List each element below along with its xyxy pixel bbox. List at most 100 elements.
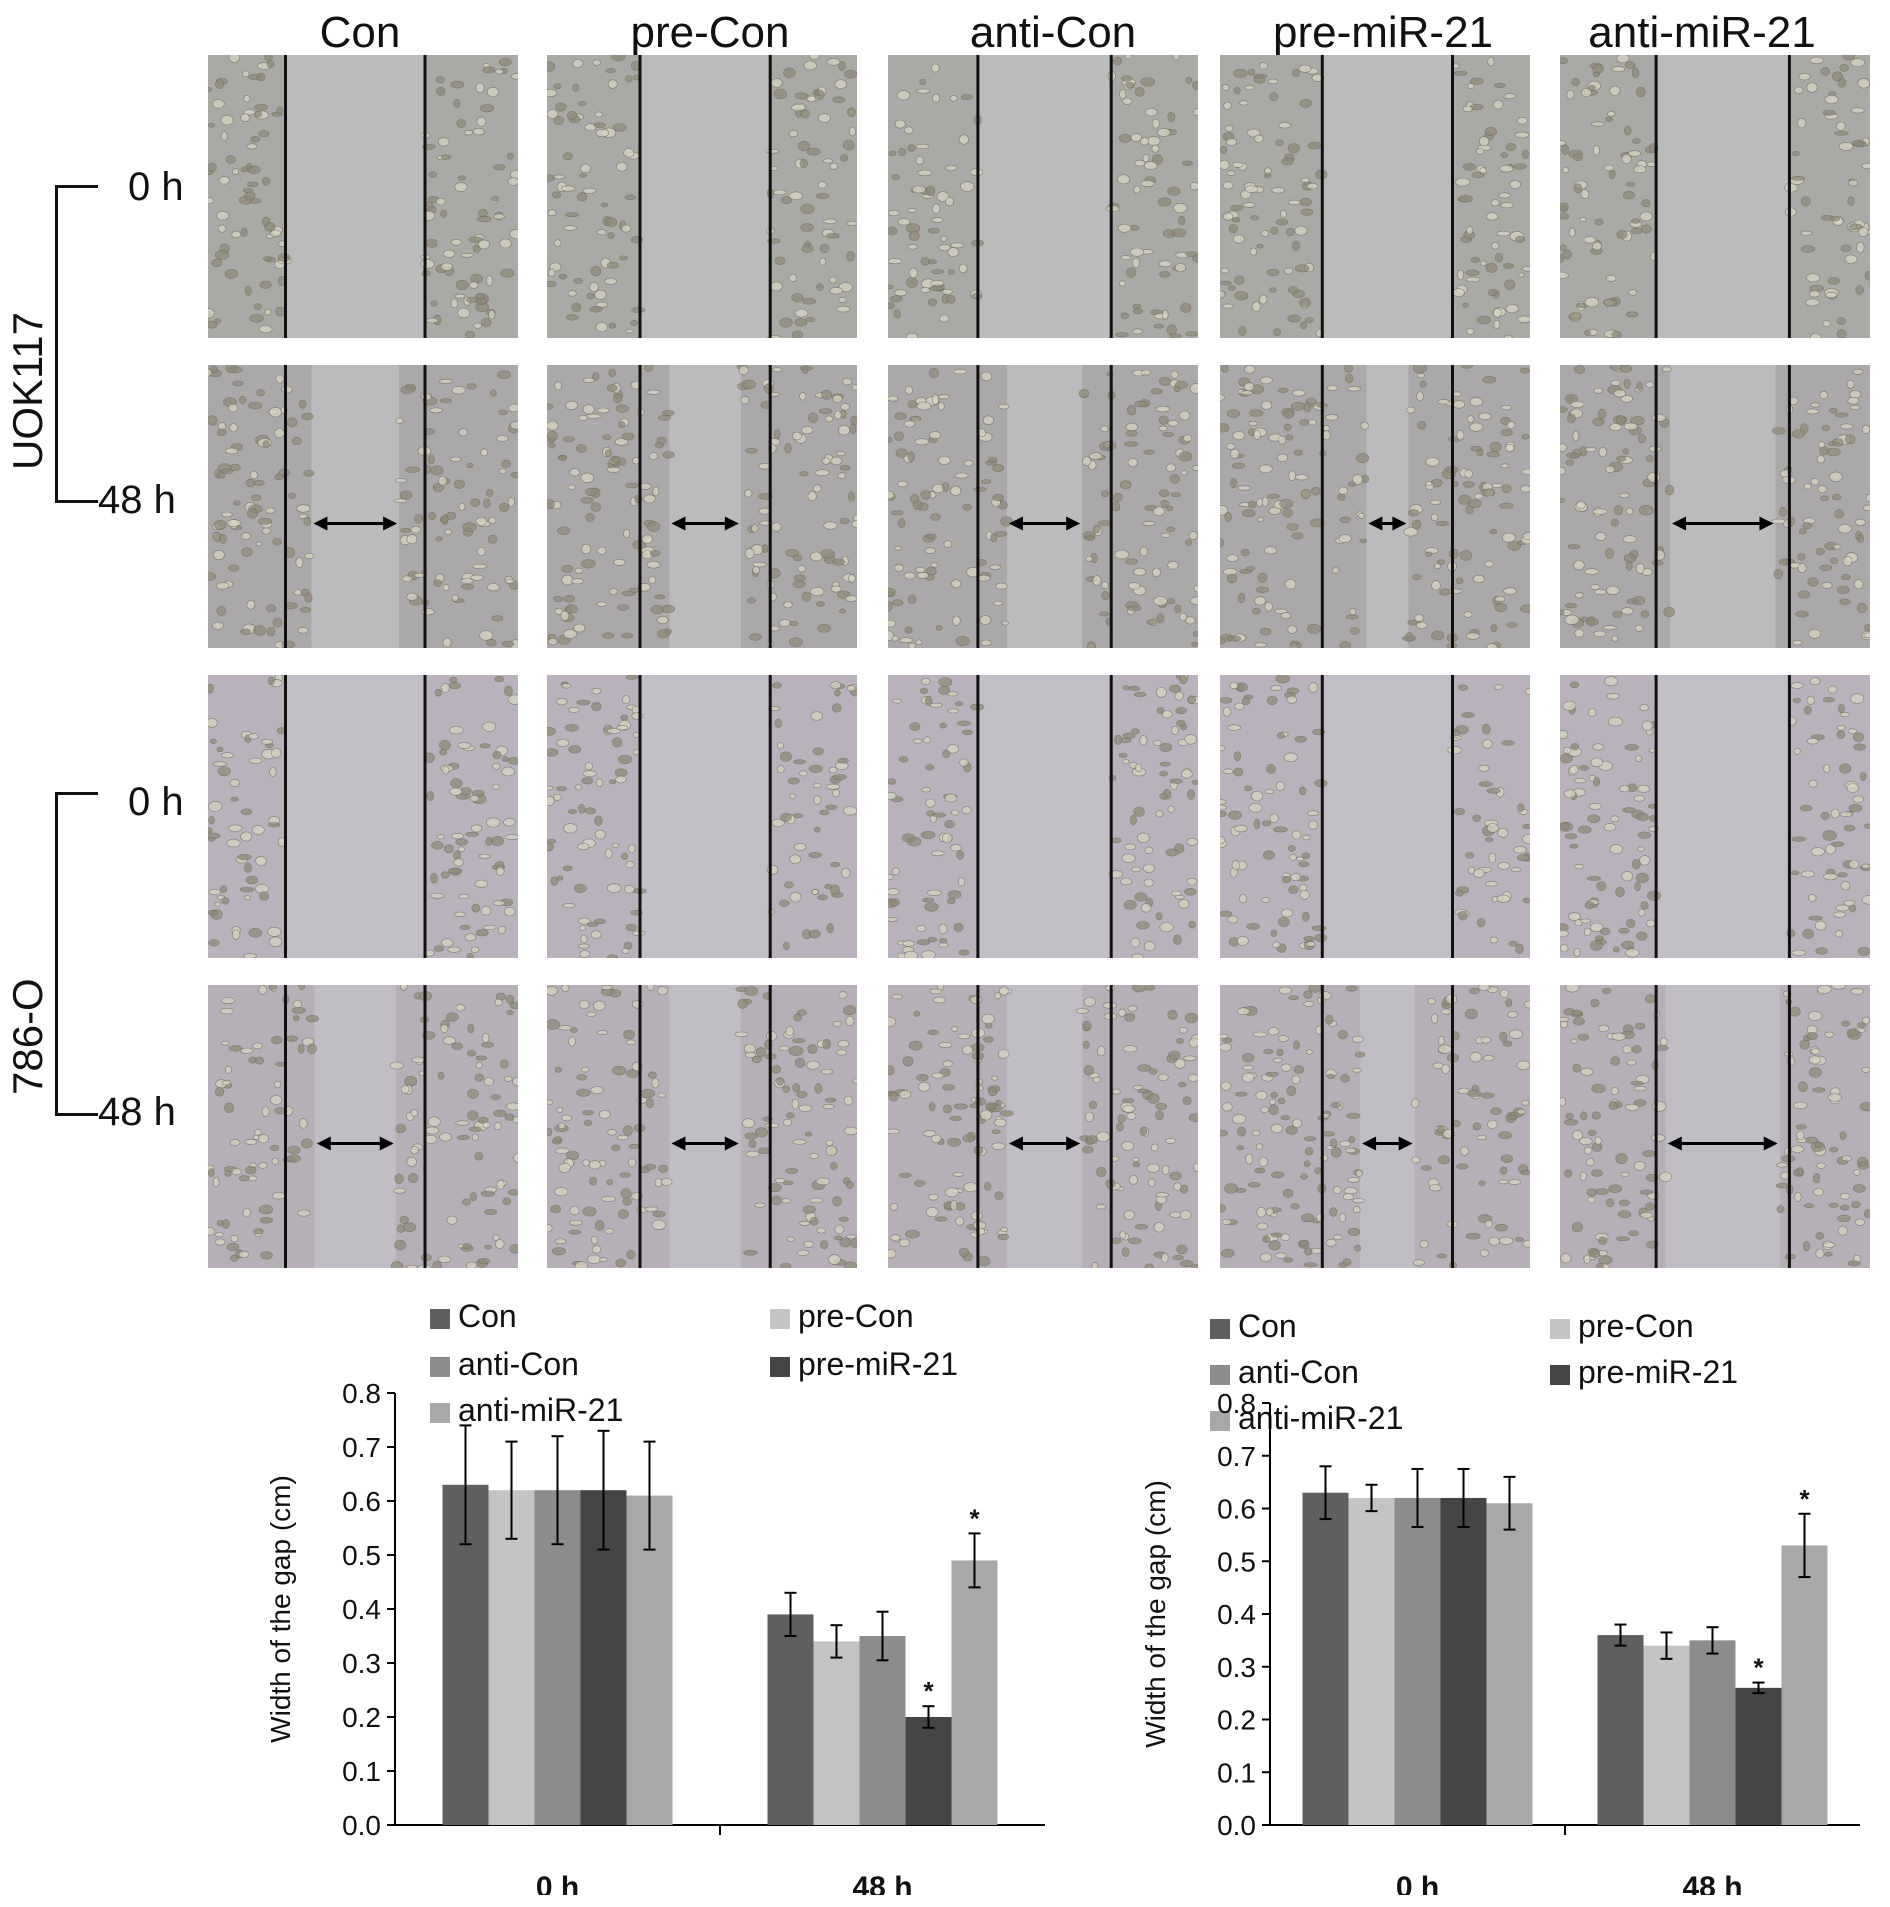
y-tick-label: 0.8 (1217, 1388, 1256, 1419)
column-header-anti-mir-21: anti-miR-21 (1588, 8, 1816, 57)
bar-pre-con-0h (1348, 1497, 1395, 1825)
bar-anti-con-48h (859, 1636, 906, 1825)
legend-label-anti-mir-21: anti-miR-21 (458, 1392, 623, 1428)
y-tick-label: 0.8 (342, 1378, 381, 1409)
legend-swatch-anti-con (1210, 1365, 1230, 1385)
column-header-pre-mir-21: pre-miR-21 (1272, 8, 1494, 57)
x-tick-label: 48 h (1682, 1871, 1742, 1895)
micrograph-786o-48h-pre-con (547, 985, 857, 1268)
x-tick-label: 0 h (536, 1871, 579, 1895)
micrograph-786o-0h-con (208, 675, 518, 958)
bar-anti-mir-21-48h (1781, 1545, 1828, 1825)
y-tick-label: 0.2 (1217, 1705, 1256, 1736)
micrograph-uok117-0h-anti-con (888, 55, 1198, 338)
legend-swatch-pre-con (1550, 1319, 1570, 1339)
y-tick-label: 0.1 (1217, 1757, 1256, 1788)
y-tick-label: 0.4 (342, 1594, 381, 1625)
time-label-786o-0h: 0 h (128, 780, 184, 824)
significance-mark: * (1753, 1653, 1764, 1683)
legend-label-pre-con: pre-Con (798, 1298, 914, 1334)
chart-uok117-gap-width: Con pre-Con anti-Con pre-miR-21 anti-miR-21 0… (265, 1298, 1045, 1895)
bracket-786o (55, 792, 98, 1116)
legend-label-con: Con (1238, 1308, 1297, 1344)
bar-anti-mir-21-48h (951, 1560, 998, 1825)
y-tick-label: 0.4 (1217, 1599, 1256, 1630)
y-tick-label: 0.5 (1217, 1546, 1256, 1577)
micrograph-786o-48h-con (208, 985, 518, 1268)
micrograph-786o-0h-anti-con (888, 675, 1198, 958)
legend-label-anti-mir-21: anti-miR-21 (1238, 1400, 1403, 1436)
bar-anti-con-0h (534, 1490, 581, 1825)
bar-pre-mir-21-48h (905, 1717, 952, 1825)
legend-swatch-con (430, 1309, 450, 1329)
time-label-uok117-0h: 0 h (128, 165, 184, 209)
column-header-con: Con (319, 8, 401, 57)
cell-line-label-786o: 786-O (4, 978, 51, 1095)
legend-swatch-anti-con (430, 1357, 450, 1377)
micrograph-uok117-0h-con (208, 55, 518, 338)
legend-swatch-pre-con (770, 1309, 790, 1329)
bar-pre-con-0h (488, 1490, 535, 1825)
y-tick-label: 0.0 (1217, 1810, 1256, 1841)
micrograph-786o-0h-pre-mir-21 (1220, 675, 1530, 958)
legend: Con pre-Con anti-Con pre-miR-21 anti-miR-21 (1210, 1308, 1738, 1436)
bar-pre-con-48h (813, 1641, 860, 1825)
bar-pre-con-48h (1643, 1645, 1690, 1825)
significance-mark: * (1799, 1484, 1810, 1514)
column-header-anti-con: anti-Con (969, 8, 1137, 57)
micrograph-786o-48h-pre-mir-21 (1220, 985, 1530, 1268)
x-tick-label: 0 h (1396, 1871, 1439, 1895)
y-tick-label: 0.1 (342, 1756, 381, 1787)
legend-label-con: Con (458, 1298, 517, 1334)
y-tick-label: 0.3 (1217, 1652, 1256, 1683)
y-tick-label: 0.5 (342, 1540, 381, 1571)
bar-pre-mir-21-0h (1440, 1497, 1487, 1825)
micrograph-uok117-0h-anti-mir-21 (1560, 55, 1870, 338)
y-tick-label: 0.0 (342, 1810, 381, 1841)
micrograph-uok117-48h-anti-mir-21 (1560, 365, 1870, 648)
bar-con-48h (1597, 1635, 1644, 1825)
x-tick-label: 48 h (852, 1871, 912, 1895)
legend-swatch-pre-mir-21 (770, 1357, 790, 1377)
bar-con-0h (1302, 1492, 1349, 1825)
micrograph-786o-0h-pre-con (547, 675, 857, 958)
y-tick-label: 0.7 (1217, 1441, 1256, 1472)
significance-mark: * (923, 1676, 934, 1706)
micrograph-uok117-48h-anti-con (888, 365, 1198, 648)
y-tick-label: 0.6 (342, 1486, 381, 1517)
bar-anti-con-0h (1394, 1497, 1441, 1825)
micrograph-786o-48h-anti-con (888, 985, 1198, 1268)
column-header-pre-con: pre-Con (630, 8, 790, 57)
y-axis-label: Width of the gap (cm) (265, 1475, 296, 1743)
legend-swatch-pre-mir-21 (1550, 1365, 1570, 1385)
micrograph-uok117-0h-pre-con (547, 55, 857, 338)
micrograph-uok117-48h-pre-mir-21 (1220, 365, 1530, 648)
legend: Con pre-Con anti-Con pre-miR-21 anti-miR-21 (430, 1298, 958, 1428)
bar-con-48h (767, 1614, 814, 1825)
bracket-uok117 (55, 185, 98, 503)
micrograph-uok117-48h-pre-con (547, 365, 857, 648)
cell-line-label-uok117: UOK117 (4, 312, 51, 470)
micrograph-uok117-48h-con (208, 365, 518, 648)
legend-swatch-anti-mir-21 (430, 1403, 450, 1423)
legend-label-pre-con: pre-Con (1578, 1308, 1694, 1344)
y-tick-label: 0.2 (342, 1702, 381, 1733)
micrograph-786o-48h-anti-mir-21 (1560, 985, 1870, 1268)
legend-swatch-anti-mir-21 (1210, 1411, 1230, 1431)
significance-mark: * (969, 1503, 980, 1533)
y-axis-label: Width of the gap (cm) (1140, 1480, 1171, 1748)
y-tick-label: 0.6 (1217, 1494, 1256, 1525)
micrograph-uok117-0h-pre-mir-21 (1220, 55, 1530, 338)
y-tick-label: 0.7 (342, 1432, 381, 1463)
bar-anti-mir-21-0h (1486, 1503, 1533, 1825)
legend-swatch-con (1210, 1319, 1230, 1339)
legend-label-anti-con: anti-Con (458, 1346, 579, 1382)
legend-label-pre-mir-21: pre-miR-21 (798, 1346, 958, 1382)
time-label-uok117-48h: 48 h (98, 478, 176, 522)
micrograph-786o-0h-anti-mir-21 (1560, 675, 1870, 958)
time-label-786o-48h: 48 h (98, 1090, 176, 1134)
legend-label-pre-mir-21: pre-miR-21 (1578, 1354, 1738, 1390)
y-tick-label: 0.3 (342, 1648, 381, 1679)
bar-pre-mir-21-48h (1735, 1687, 1782, 1825)
